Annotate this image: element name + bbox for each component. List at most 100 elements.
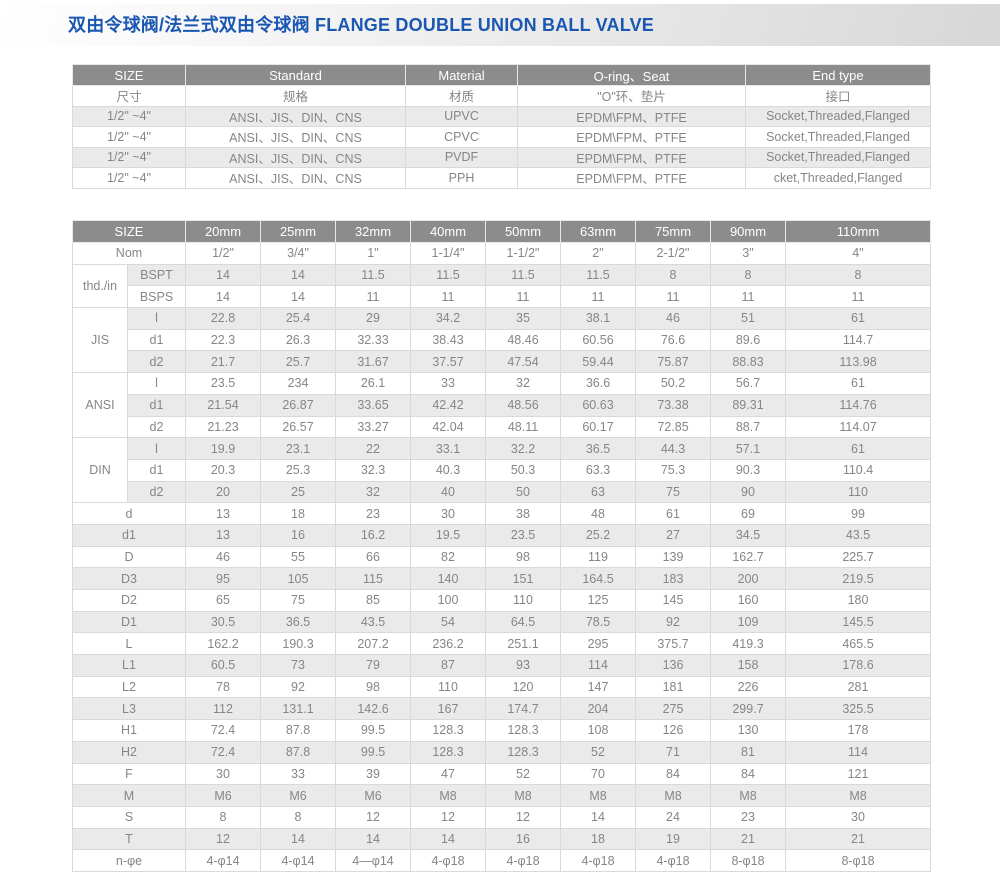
dim-cell: 465.5 [785, 632, 931, 656]
dim-cell: 48.11 [485, 415, 561, 439]
dim-row-label: L2 [72, 675, 186, 699]
dim-cell: 48.56 [485, 393, 561, 417]
dim-row-label: D [72, 545, 186, 569]
dim-row-label: L3 [72, 697, 186, 721]
dim-data-row: d2 21.23 26.57 33.27 42.04 48.11 60.17 72.85 88.… [73, 415, 931, 439]
dim-data-row: D3 95 105 115 140 151 164.5 183 200 219.5 [72, 567, 931, 590]
spec-cell: PVDF [405, 146, 518, 168]
dim-nom-row: Nom 1/2" 3/4" 1" 1-1/4" 1-1/2" 2" 2-1/2" 3" 4" [72, 242, 931, 265]
dim-cell: 11 [485, 285, 561, 309]
dim-cell: 61 [635, 502, 711, 525]
dim-cell: 295 [560, 632, 636, 656]
dim-cell: M8 [410, 784, 486, 807]
dim-cell: 8 [635, 263, 711, 287]
dim-cell: 126 [635, 719, 711, 742]
spec-column-header: Material [405, 64, 518, 86]
dim-cell: 14 [185, 263, 261, 287]
dim-cell: 114 [560, 654, 636, 677]
dim-cell: M8 [485, 784, 561, 807]
dim-cell: 12 [185, 827, 261, 851]
dim-data-row: d1 22.3 26.3 32.33 38.43 48.46 60.56 76.6 89.6 11… [73, 328, 931, 352]
dim-cell: 52 [485, 762, 561, 786]
dim-data-row: d2 21.7 25.7 31.67 37.57 47.54 59.44 75.87 88.83… [73, 350, 931, 374]
dim-cell: 11 [410, 285, 486, 309]
dim-column-header: 20mm [185, 220, 261, 243]
dim-sub-label: BSPT [127, 263, 186, 287]
dim-cell: 25.2 [560, 523, 636, 547]
dim-data-row: L2 78 92 98 110 120 147 181 226 281 [72, 675, 931, 699]
dim-cell: 30.5 [185, 610, 261, 634]
dim-cell: 299.7 [710, 697, 786, 721]
dim-cell: 281 [785, 675, 931, 699]
dim-data-row: S 8 8 12 12 12 14 24 23 30 [72, 805, 931, 829]
spec-cell: Socket,Threaded,Flanged [745, 126, 931, 148]
dim-row-label: H2 [72, 740, 186, 764]
dim-cell: 61 [785, 307, 931, 330]
dim-cell: 4-φ18 [410, 849, 486, 872]
dim-cell: 1" [335, 242, 411, 265]
dim-cell: 39 [335, 762, 411, 786]
spec-cell: EPDM\FPM、PTFE [517, 126, 746, 148]
dim-cell: 158 [710, 654, 786, 677]
dim-cell: 72.85 [635, 415, 711, 439]
dim-cell: 119 [560, 545, 636, 569]
dim-cell: 59.44 [560, 350, 636, 374]
dim-cell: 204 [560, 697, 636, 721]
spec-column-subheader: 尺寸 [72, 85, 186, 107]
dim-cell: 26.3 [260, 328, 336, 352]
dim-data-row: H1 72.4 87.8 99.5 128.3 128.3 108 126 130 178 [72, 719, 931, 742]
spec-column-subheader: 规格 [185, 85, 406, 107]
dim-row-label: d1 [72, 523, 186, 547]
dim-cell: 60.17 [560, 415, 636, 439]
dim-cell: 33.65 [335, 393, 411, 417]
dim-cell: 30 [185, 762, 261, 786]
spec-column-subheader: "O"环、垫片 [517, 85, 746, 107]
dim-cell: 21.23 [185, 415, 261, 439]
dim-cell: 50.2 [635, 372, 711, 395]
spec-data-row: 1/2" ~4" ANSI、JIS、DIN、CNS CPVC EPDM\FPM、PTF… [72, 126, 931, 148]
dim-sub-label: l [127, 437, 186, 460]
dim-data-row: D2 65 75 85 100 110 125 145 160 180 [72, 589, 931, 612]
dim-cell: 219.5 [785, 567, 931, 590]
dim-cell: 13 [185, 502, 261, 525]
dim-cell: 419.3 [710, 632, 786, 656]
dim-cell: 128.3 [485, 719, 561, 742]
dim-cell: 162.7 [710, 545, 786, 569]
dim-data-row: M M6 M6 M6 M8 M8 M8 M8 M8 M8 [72, 784, 931, 807]
dim-cell: 56.7 [710, 372, 786, 395]
dim-cell: 11.5 [335, 263, 411, 287]
dim-sub-label: d2 [127, 415, 186, 439]
spec-subheader-row: 尺寸 规格 材质 "O"环、垫片 接口 [72, 85, 931, 107]
dim-sub-label: d1 [127, 458, 186, 482]
dim-cell: 63 [560, 480, 636, 504]
dim-cell: 275 [635, 697, 711, 721]
dim-cell: 25.4 [260, 307, 336, 330]
dim-row-label: L [72, 632, 186, 656]
dim-cell: 61 [785, 437, 931, 460]
dim-cell: 112 [185, 697, 261, 721]
dim-cell: 24 [635, 805, 711, 829]
dim-cell: 40 [410, 480, 486, 504]
dim-row-label: H1 [72, 719, 186, 742]
dim-cell: 72.4 [185, 719, 261, 742]
dim-cell: 87.8 [260, 719, 336, 742]
dim-cell: 33.27 [335, 415, 411, 439]
dim-cell: 99 [785, 502, 931, 525]
spec-cell: 1/2" ~4" [72, 105, 186, 127]
dim-cell: 36.6 [560, 372, 636, 395]
dim-cell: 57.1 [710, 437, 786, 460]
dim-cell: 19.5 [410, 523, 486, 547]
dim-cell: 42.04 [410, 415, 486, 439]
dim-cell: 3/4" [260, 242, 336, 265]
dim-sub-label: d2 [127, 350, 186, 374]
dim-cell: 46 [185, 545, 261, 569]
dim-row-label: M [72, 784, 186, 807]
dim-group-label: DIN [72, 437, 128, 504]
dim-cell: 8 [185, 805, 261, 829]
dim-row-label: D2 [72, 589, 186, 612]
dim-data-row: D1 30.5 36.5 43.5 54 64.5 78.5 92 109 145.5 [72, 610, 931, 634]
dim-cell: 61 [785, 372, 931, 395]
dim-group-label: thd./in [72, 263, 128, 309]
dim-cell: M8 [785, 784, 931, 807]
dim-cell: M8 [710, 784, 786, 807]
